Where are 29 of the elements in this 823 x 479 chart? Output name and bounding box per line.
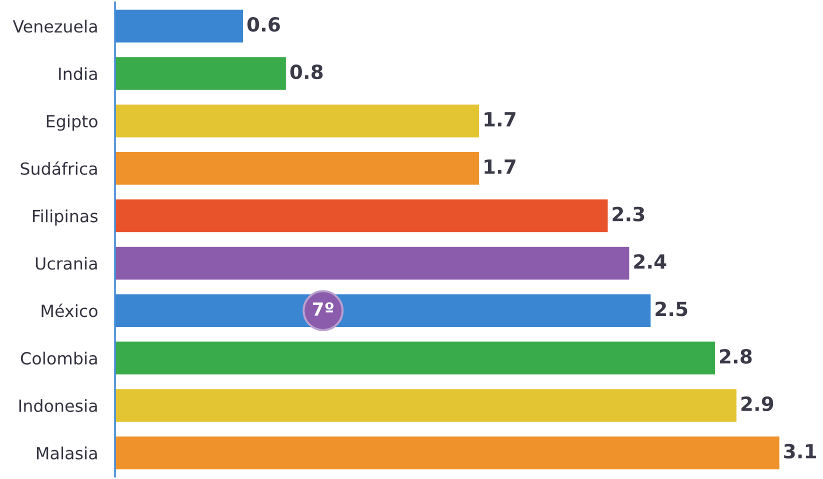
bar [115,56,288,92]
data-label: 2.5 [656,302,688,316]
y-tick-label: Colombia [20,352,97,365]
data-label: 2.3 [612,206,644,222]
data-label: 0.6 [247,17,280,32]
bar [115,435,781,471]
y-tick-label: Egipto [46,114,98,131]
data-label: 0.8 [290,64,323,80]
y-tick-label: Indonesia [19,399,97,412]
data-label: 2.4 [634,254,666,269]
y-tick-label: México [42,304,98,318]
data-label: 3.1 [784,444,816,459]
y-tick-label: Ucrania [36,256,97,270]
bar [115,198,610,234]
bar [115,150,480,186]
y-tick-label: Filipinas [33,209,98,226]
data-label: 1.7 [484,160,516,174]
data-label: 2.8 [720,348,752,364]
y-tick-label: Venezuela [12,20,97,33]
y-tick-label: Sudáfrica [20,161,97,175]
bar [115,340,716,376]
bar [115,245,631,281]
bar [115,388,738,424]
y-tick-label: Malasia [37,446,97,460]
data-label: 2.9 [741,396,774,412]
annotation: 7º [312,302,334,316]
bar [115,103,480,139]
data-label: 1.7 [484,112,516,126]
y-tick-label: India [59,67,97,80]
